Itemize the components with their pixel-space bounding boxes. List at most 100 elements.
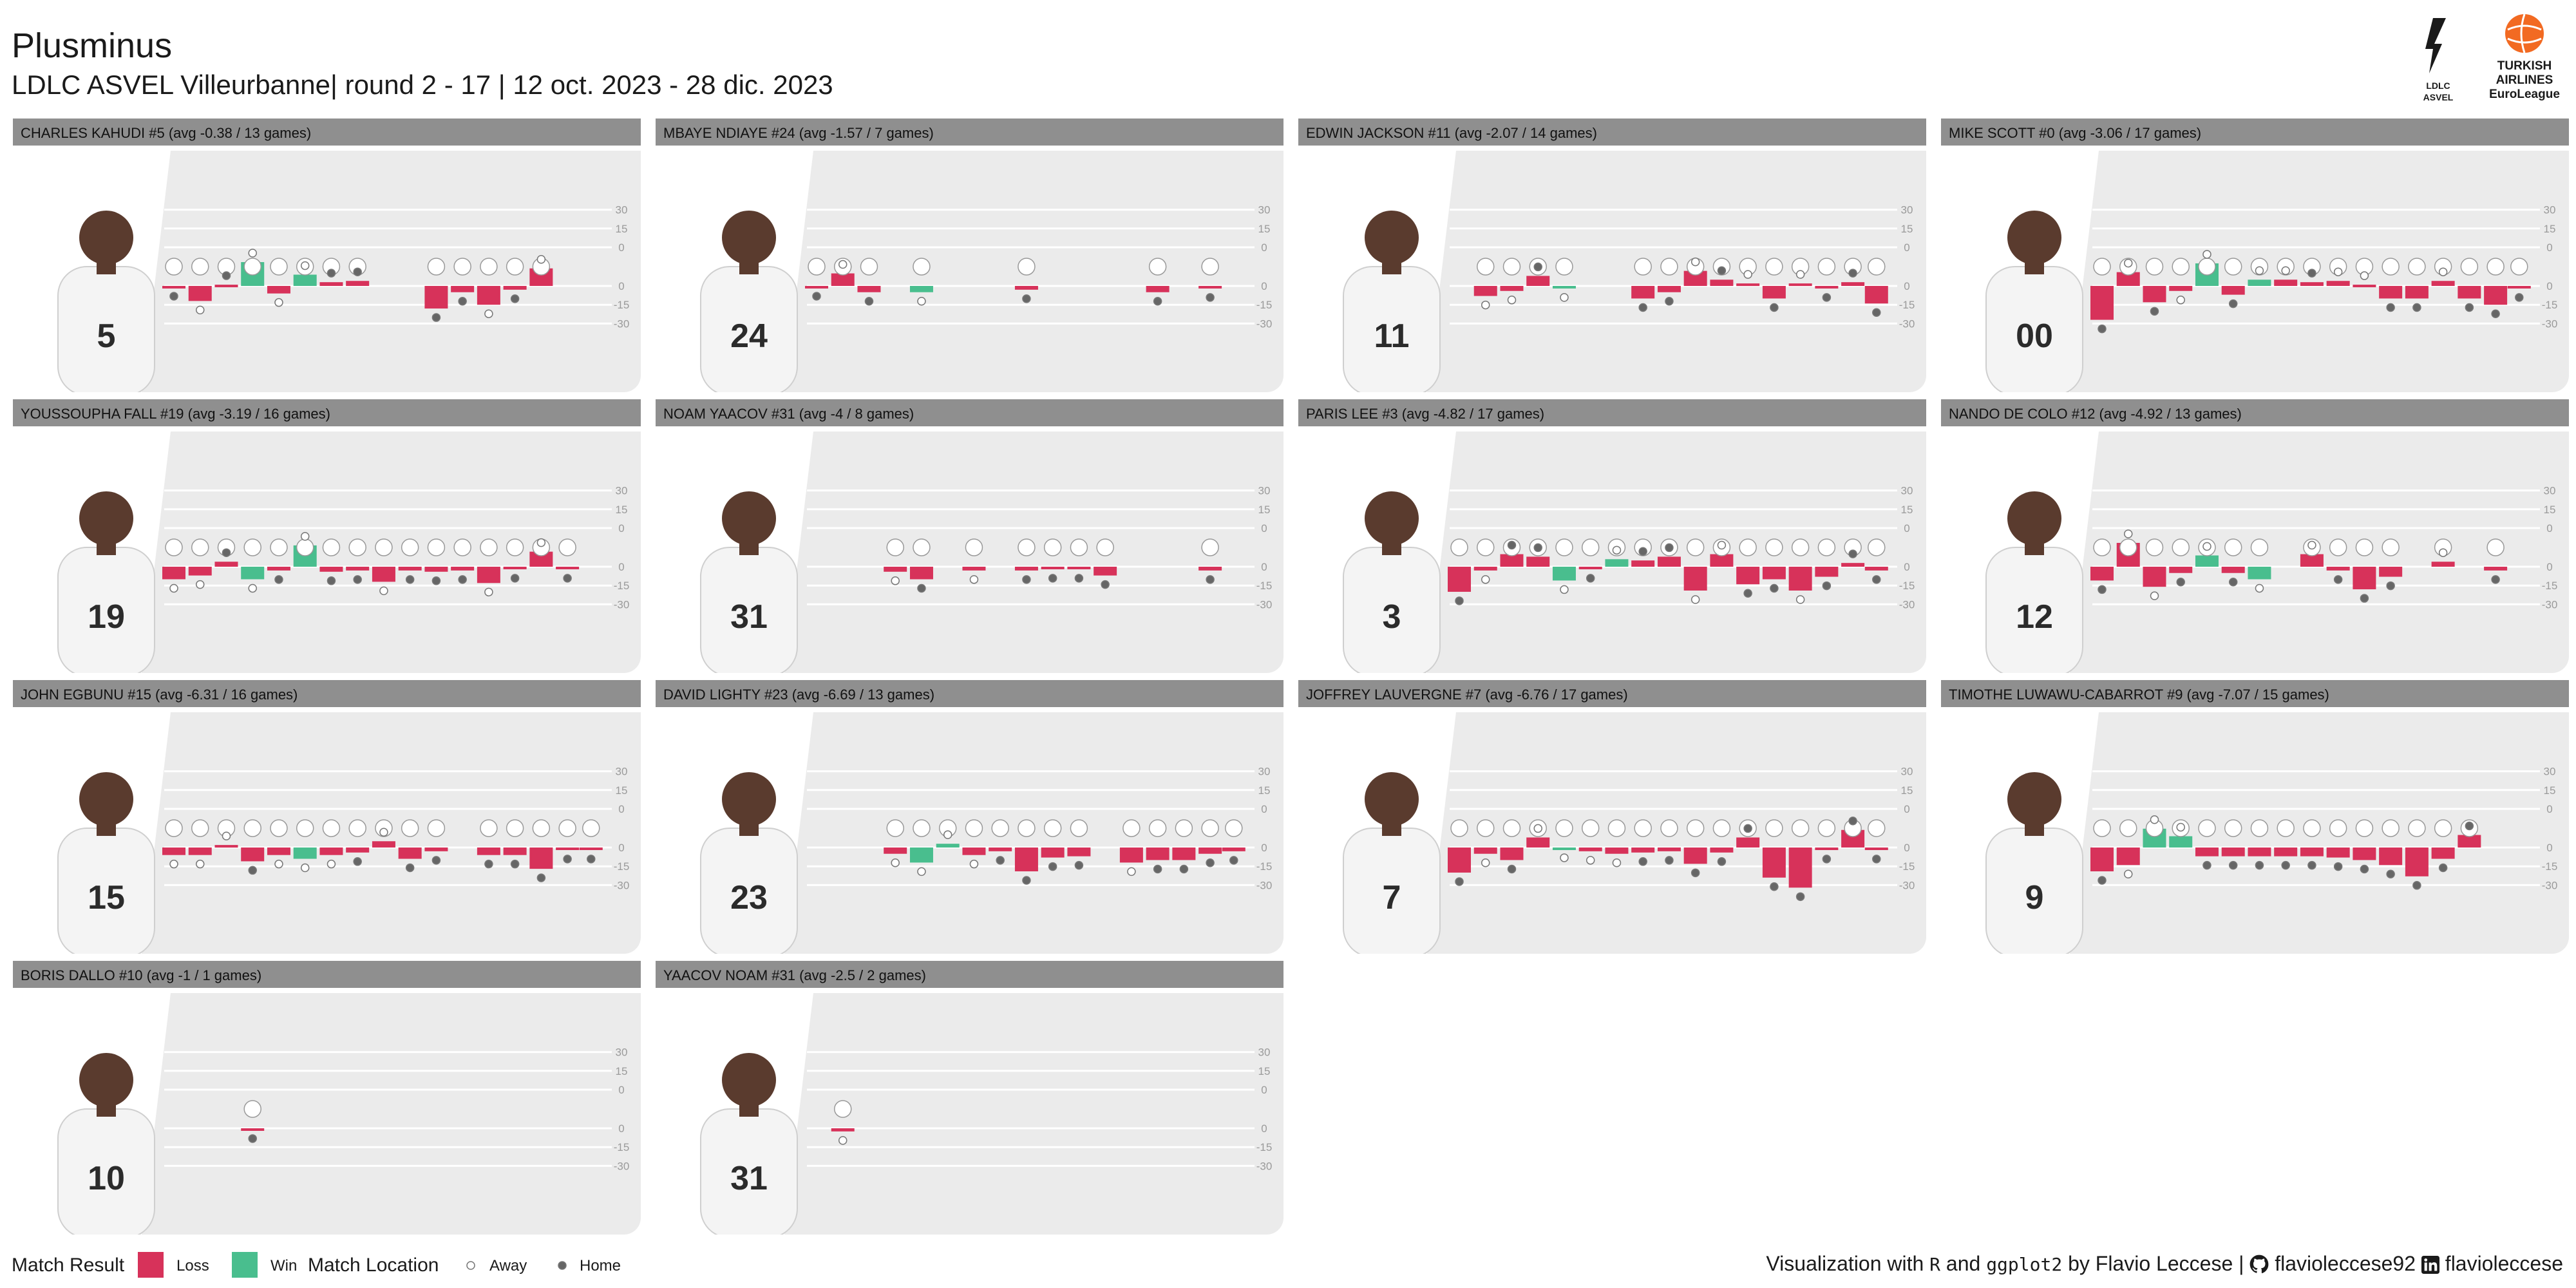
team-logo-icon [1476, 258, 1495, 276]
player-panel: PARIS LEE #3 (avg -4.82 / 17 games) 30 15 0… [1298, 399, 1926, 673]
location-marker [2360, 864, 2369, 874]
plusminus-bar [162, 286, 185, 289]
plusminus-bar [884, 567, 907, 572]
location-marker [1455, 877, 1464, 886]
plusminus-bar [1815, 567, 1839, 577]
plusminus-bar [372, 567, 395, 582]
panel-plot-area: 30 15 0 0 -15 -30 10 [13, 993, 641, 1235]
location-marker [2228, 577, 2238, 587]
player-photo-icon: 23 [700, 772, 798, 954]
y-tick-label: 0 [2546, 842, 2552, 854]
y-tick-label: 15 [2544, 223, 2556, 235]
y-tick-label: 15 [616, 784, 628, 797]
team-logo-icon [243, 1100, 261, 1118]
player-panel: MIKE SCOTT #0 (avg -3.06 / 17 games) 30 15… [1941, 118, 2569, 392]
panel-chart: 30 15 0 0 -15 -30 31 [656, 993, 1272, 1235]
credit-linkedin[interactable]: flavioleccese [2445, 1252, 2563, 1275]
plusminus-bar [346, 567, 370, 571]
team-logo-icon [1634, 819, 1652, 837]
svg-text:LDLC: LDLC [2426, 80, 2450, 91]
jersey-number: 24 [730, 317, 768, 355]
team-logo-icon [2172, 538, 2190, 556]
location-marker [943, 830, 952, 839]
y-tick-label: 0 [1261, 522, 1267, 535]
plusminus-bar [1500, 848, 1524, 860]
location-marker [1743, 270, 1752, 279]
plusminus-bar [579, 848, 603, 850]
team-logo-icon [243, 819, 261, 837]
team-logo-icon [1817, 538, 1836, 556]
plusminus-bar [1864, 848, 1888, 850]
y-tick-label: -15 [614, 580, 630, 592]
location-marker [996, 856, 1005, 865]
team-logo-icon [480, 258, 498, 276]
location-marker [587, 855, 596, 864]
plusminus-bar [2248, 848, 2271, 857]
y-tick-label: -15 [2542, 299, 2558, 311]
location-marker [1795, 270, 1805, 279]
y-tick-label: 0 [1261, 803, 1267, 815]
plusminus-bar [857, 286, 881, 292]
plusminus-bar [1683, 848, 1707, 864]
location-marker [222, 548, 231, 557]
y-tick-label: -30 [2542, 879, 2558, 891]
location-marker [195, 580, 205, 589]
plusminus-bar [2405, 848, 2429, 876]
location-marker [169, 859, 178, 869]
plusminus-bar [2195, 848, 2219, 857]
panel-plot-area: 30 15 0 0 -15 -30 11 [1298, 151, 1926, 392]
location-marker [2438, 863, 2448, 873]
location-marker [2465, 303, 2474, 312]
location-marker [327, 859, 336, 869]
location-marker [891, 858, 900, 867]
plusminus-bar [2300, 554, 2324, 567]
location-marker [2150, 591, 2159, 600]
panel-title: TIMOTHE LUWAWU-CABARROT #9 (avg -7.07 / … [1949, 687, 2329, 703]
plusminus-bar [1067, 567, 1091, 569]
team-logo-icon [1868, 538, 1886, 556]
player-panel: YAACOV NOAM #31 (avg -2.5 / 2 games) 30 15… [656, 961, 1283, 1235]
plusminus-bar [424, 286, 448, 309]
plusminus-bar [2169, 286, 2193, 291]
plusminus-bar [1841, 563, 1865, 567]
location-marker [222, 831, 231, 840]
team-logo-icon [1450, 819, 1468, 837]
team-logo-icon [1581, 819, 1600, 837]
player-panel: JOFFREY LAUVERGNE #7 (avg -6.76 / 17 gam… [1298, 680, 1926, 954]
location-marker [1560, 853, 1569, 862]
panel-strip: PARIS LEE #3 (avg -4.82 / 17 games) [1298, 399, 1926, 426]
plusminus-bar [1578, 567, 1602, 569]
y-tick-label: 30 [616, 766, 628, 778]
credit-github[interactable]: flavioleccese92 [2275, 1252, 2416, 1275]
plusminus-bar [214, 562, 238, 567]
location-marker [379, 828, 388, 837]
y-tick-label: 15 [616, 504, 628, 516]
team-logo-icon [480, 819, 498, 837]
y-tick-label: 30 [2544, 485, 2556, 497]
location-marker [2255, 266, 2264, 276]
location-marker [1795, 892, 1805, 902]
credit-line: Visualization with R and ggplot2 by Flav… [1766, 1252, 2563, 1276]
y-tick-label: 30 [2544, 204, 2556, 216]
location-marker [2412, 881, 2421, 890]
legend-loss-swatch [138, 1252, 164, 1278]
team-logo-icon [2224, 258, 2242, 276]
plusminus-bar [1552, 848, 1576, 850]
plusminus-bar [1222, 848, 1245, 851]
team-logo-icon [427, 538, 446, 556]
location-marker [1665, 296, 1674, 306]
plusminus-bar [2326, 567, 2350, 571]
location-marker [2438, 267, 2448, 276]
team-logo-icon [401, 819, 419, 837]
plusminus-bar [2458, 835, 2481, 848]
team-logo-icon [1148, 819, 1167, 837]
plusminus-bar [2326, 281, 2350, 286]
plusminus-bar [319, 282, 343, 286]
team-logo-icon [2329, 538, 2347, 556]
team-logo-icon [427, 819, 446, 837]
plusminus-bar [2195, 555, 2219, 567]
plusminus-bar [1815, 848, 1839, 850]
team-logo-icon [2250, 538, 2269, 556]
plusminus-bar [529, 848, 553, 869]
y-tick-label: 30 [616, 1046, 628, 1059]
